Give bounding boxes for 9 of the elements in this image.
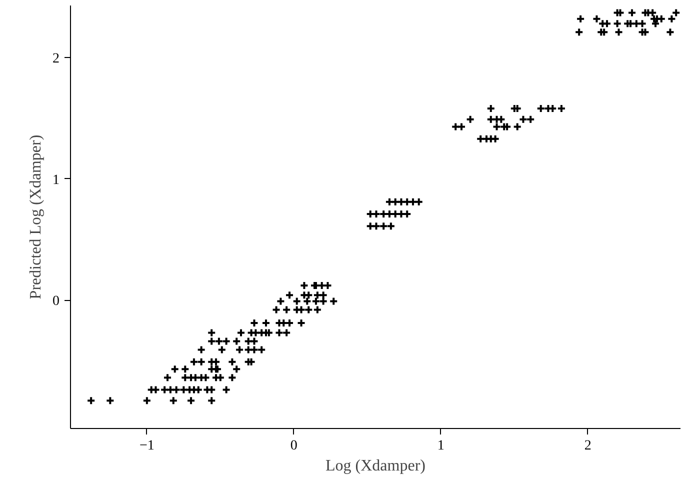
x-tick-label: 0 — [290, 438, 298, 454]
y-tick-label: 0 — [52, 294, 60, 310]
x-tick-label: −1 — [139, 438, 154, 454]
x-axis-title: Log (Xdamper) — [326, 458, 426, 474]
y-tick-label: 1 — [52, 172, 60, 188]
y-axis-title: Predicted Log (Xdamper) — [28, 134, 44, 300]
x-tick-label: 1 — [437, 438, 444, 454]
x-tick-label: 2 — [584, 438, 592, 454]
y-tick-label: 2 — [52, 52, 60, 67]
